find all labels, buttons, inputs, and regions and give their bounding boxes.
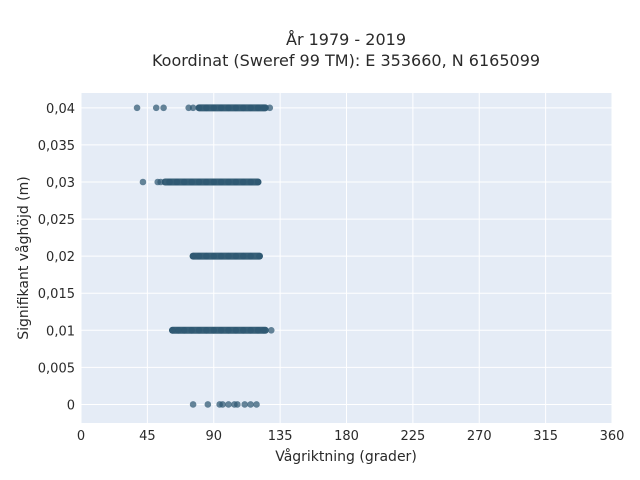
data-point [157, 178, 164, 186]
data-point [225, 327, 232, 334]
data-point [219, 401, 226, 408]
x-tick-label: 135 [268, 429, 293, 444]
y-tick-label: 0,03 [46, 176, 75, 191]
data-point [247, 104, 254, 112]
data-point [195, 178, 203, 186]
data-point [217, 104, 225, 112]
data-point [232, 104, 240, 112]
data-point [169, 327, 176, 334]
y-axis-ticks: 0 0,005 0,01 0,015 0,02 0,025 0,03 0,035 0,04 [38, 102, 75, 414]
data-point [189, 252, 197, 260]
data-points [133, 104, 275, 408]
data-point [173, 178, 181, 186]
x-tick-label: 360 [600, 429, 625, 444]
data-point [239, 178, 247, 186]
data-point [175, 327, 182, 334]
data-point [225, 104, 232, 112]
data-point [195, 104, 203, 112]
data-point [210, 327, 218, 334]
x-axis-ticks: 0 45 90 135 180 225 270 315 360 [77, 429, 625, 444]
data-point [234, 401, 241, 408]
data-point [247, 178, 254, 186]
data-point [180, 178, 188, 186]
data-point [241, 401, 249, 408]
data-point [204, 401, 212, 408]
x-axis-label: Vågriktning (grader) [275, 448, 417, 465]
data-point [203, 252, 210, 260]
x-tick-label: 45 [139, 429, 156, 444]
y-tick-label: 0,025 [38, 213, 75, 228]
data-point [180, 327, 188, 334]
data-point [232, 252, 240, 260]
y-tick-label: 0,005 [38, 361, 75, 376]
x-tick-label: 270 [467, 429, 492, 444]
data-point [217, 178, 225, 186]
data-point [247, 401, 254, 408]
data-point [266, 104, 274, 112]
data-point [254, 327, 262, 334]
data-point [203, 327, 210, 334]
data-point [260, 104, 268, 112]
data-point [203, 178, 210, 186]
data-point [225, 178, 232, 186]
data-point [188, 327, 195, 334]
data-point [254, 178, 262, 186]
x-tick-label: 180 [334, 429, 359, 444]
data-point [239, 104, 247, 112]
data-point [254, 104, 262, 112]
data-point [210, 104, 218, 112]
chart-title-line-1: År 1979 - 2019 [286, 30, 406, 49]
data-point [152, 104, 160, 112]
x-tick-label: 0 [77, 429, 85, 444]
data-point [189, 401, 197, 408]
data-point [260, 327, 268, 334]
data-point [133, 104, 141, 112]
data-point [195, 327, 203, 334]
data-point [160, 104, 167, 112]
chart-title-line-2: Koordinat (Sweref 99 TM): E 353660, N 61… [152, 51, 540, 70]
data-point [210, 178, 218, 186]
data-point [217, 252, 225, 260]
data-point [188, 178, 195, 186]
y-tick-label: 0 [67, 398, 75, 413]
data-point [232, 178, 240, 186]
data-point [225, 401, 232, 408]
y-tick-label: 0,01 [46, 324, 75, 339]
y-tick-label: 0,035 [38, 139, 75, 154]
data-point [210, 252, 218, 260]
data-point [253, 401, 260, 408]
data-point [225, 252, 232, 260]
x-tick-label: 90 [205, 429, 222, 444]
data-point [239, 252, 247, 260]
data-point [203, 104, 210, 112]
data-point [232, 327, 240, 334]
data-point [166, 178, 173, 186]
gridlines [80, 93, 613, 423]
data-point [189, 104, 197, 112]
data-point [195, 252, 203, 260]
y-tick-label: 0,02 [46, 250, 75, 265]
data-point [247, 327, 254, 334]
data-point [247, 252, 254, 260]
y-axis-label: Signifikant våghöjd (m) [15, 176, 32, 339]
data-point [217, 327, 225, 334]
y-tick-label: 0,04 [46, 102, 75, 117]
y-tick-label: 0,015 [38, 287, 75, 302]
data-point [139, 178, 147, 186]
x-tick-label: 225 [400, 429, 425, 444]
data-point [239, 327, 247, 334]
data-point [267, 327, 275, 334]
x-tick-label: 315 [533, 429, 558, 444]
data-point [256, 252, 263, 260]
